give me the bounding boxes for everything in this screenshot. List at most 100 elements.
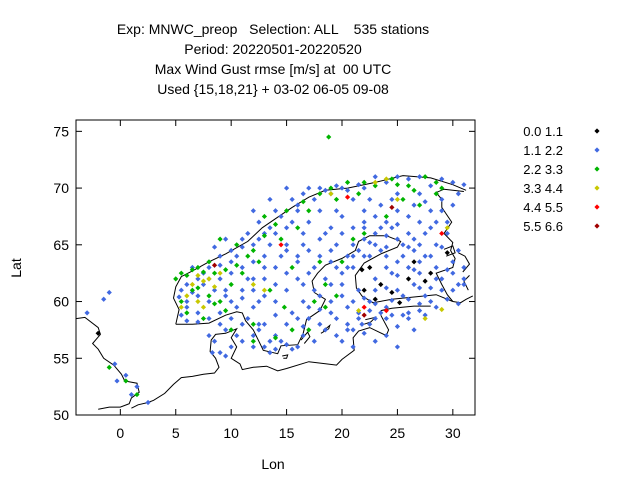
station-point	[284, 185, 289, 190]
station-point	[367, 197, 372, 202]
station-point	[417, 191, 422, 196]
station-point	[428, 271, 433, 276]
station-point	[306, 305, 311, 310]
station-point	[212, 339, 217, 344]
station-point	[284, 242, 289, 247]
station-point	[184, 299, 189, 304]
station-point	[417, 202, 422, 207]
station-point	[339, 282, 344, 287]
station-point	[267, 242, 272, 247]
station-point	[378, 310, 383, 315]
x-tick-label: 30	[445, 425, 461, 441]
station-point	[217, 254, 222, 259]
station-point	[334, 316, 339, 321]
station-point	[428, 254, 433, 259]
station-point	[350, 225, 355, 230]
station-point	[278, 339, 283, 344]
station-point	[229, 282, 234, 287]
station-point	[179, 299, 184, 304]
station-point	[439, 244, 444, 249]
coastline-segment	[282, 355, 288, 358]
coastline-segment	[76, 317, 139, 409]
station-point	[328, 191, 333, 196]
station-point	[206, 299, 211, 304]
station-point	[195, 285, 200, 290]
station-point	[256, 237, 261, 242]
station-point	[400, 242, 405, 247]
station-point	[406, 231, 411, 236]
station-point	[306, 185, 311, 190]
station-point	[323, 276, 328, 281]
station-point	[278, 242, 283, 247]
station-point	[356, 191, 361, 196]
station-point	[434, 242, 439, 247]
station-point	[450, 271, 455, 276]
station-point	[384, 220, 389, 225]
y-tick-label: 50	[53, 407, 69, 423]
station-point	[206, 293, 211, 298]
station-point	[373, 180, 378, 185]
station-point	[400, 313, 405, 318]
station-point	[445, 267, 450, 272]
station-point	[317, 237, 322, 242]
station-point	[229, 271, 234, 276]
station-point	[290, 220, 295, 225]
station-point	[212, 271, 217, 276]
station-point	[395, 191, 400, 196]
station-point	[195, 273, 200, 278]
station-point	[345, 322, 350, 327]
legend-swatch	[594, 166, 599, 171]
station-point	[406, 244, 411, 249]
station-point	[251, 282, 256, 287]
station-point	[312, 288, 317, 293]
station-point	[201, 316, 206, 321]
station-point	[417, 285, 422, 290]
station-point	[334, 333, 339, 338]
legend-swatch	[594, 128, 599, 133]
station-point	[262, 322, 267, 327]
station-point	[395, 288, 400, 293]
station-point	[350, 327, 355, 332]
station-point	[428, 208, 433, 213]
station-point	[423, 231, 428, 236]
station-point	[114, 378, 119, 383]
station-point	[229, 344, 234, 349]
station-point	[217, 263, 222, 268]
station-point	[350, 242, 355, 247]
station-point	[356, 316, 361, 321]
station-point	[423, 174, 428, 179]
y-tick-label: 65	[53, 237, 69, 253]
station-point	[373, 339, 378, 344]
station-point	[461, 282, 466, 287]
station-point	[389, 271, 394, 276]
station-point	[262, 254, 267, 259]
station-point	[229, 316, 234, 321]
station-point	[234, 305, 239, 310]
station-point	[251, 305, 256, 310]
station-point	[240, 296, 245, 301]
station-point	[295, 208, 300, 213]
station-point	[384, 244, 389, 249]
station-point	[359, 322, 364, 327]
station-point	[267, 197, 272, 202]
station-point	[206, 316, 211, 321]
station-point	[290, 327, 295, 332]
legend-swatch	[594, 185, 599, 190]
station-point	[450, 288, 455, 293]
station-point	[395, 344, 400, 349]
station-point	[417, 242, 422, 247]
station-point	[262, 288, 267, 293]
station-point	[367, 265, 372, 270]
station-point	[206, 265, 211, 270]
station-point	[456, 282, 461, 287]
station-point	[328, 282, 333, 287]
x-tick-label: 25	[390, 425, 406, 441]
station-point	[217, 271, 222, 276]
station-point	[184, 273, 189, 278]
station-point	[362, 185, 367, 190]
station-point	[223, 267, 228, 272]
station-point	[195, 299, 200, 304]
station-point	[406, 310, 411, 315]
station-point	[251, 276, 256, 281]
legend-swatch	[594, 147, 599, 152]
